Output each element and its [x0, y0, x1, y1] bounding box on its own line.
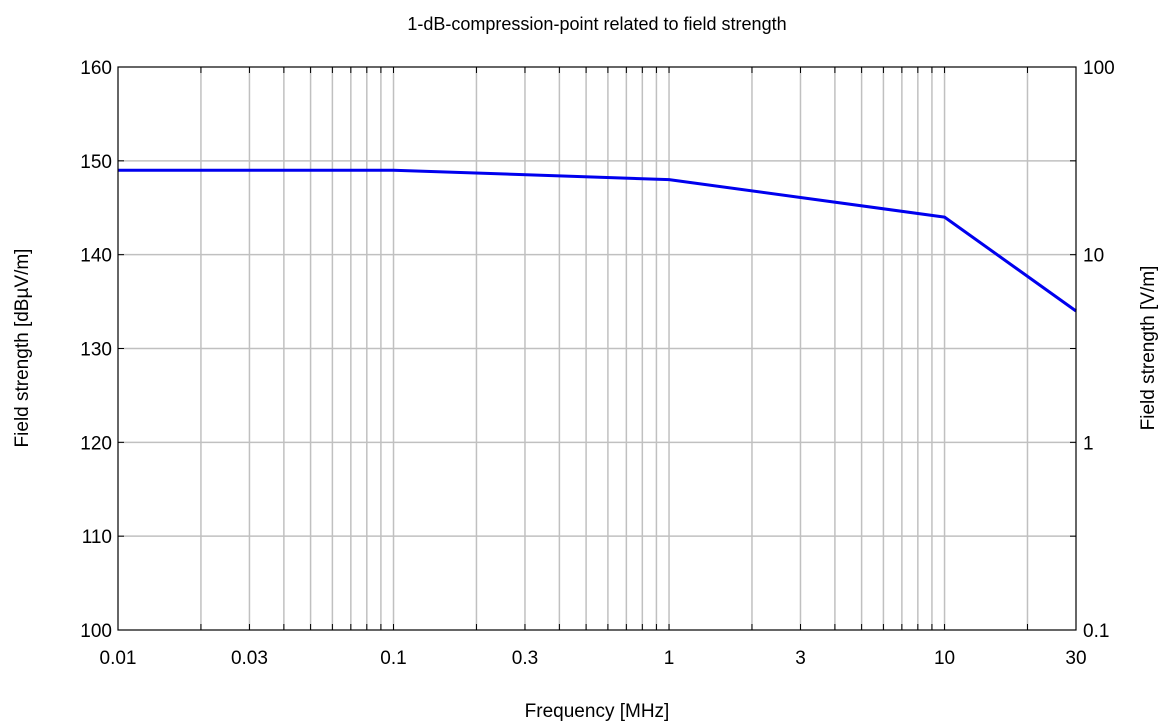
x-tick-label: 30 [1065, 648, 1086, 669]
plot-frame [117, 66, 1077, 631]
series-line [118, 168, 1077, 313]
y2-tick-label: 10 [1083, 246, 1104, 267]
y2-tick-label: 100 [1083, 58, 1115, 79]
tick-labels: 0.01 0.03 0.1 0.3 1 3 10 3010011012013014015016… [80, 58, 1114, 669]
series-layer [118, 168, 1077, 313]
y2-tick-label: 1 [1083, 433, 1094, 454]
y-tick-label: 120 [80, 433, 112, 454]
y-tick-label: 140 [80, 246, 112, 267]
y2-tick-label: 0.1 [1083, 621, 1109, 642]
grid [118, 67, 1076, 630]
x-tick-label: 1 [664, 648, 675, 669]
x-tick-label: 0.3 [512, 648, 538, 669]
y2-axis-label: Field strength [V/m] [1138, 266, 1159, 431]
x-tick-label: 0.03 [231, 648, 268, 669]
chart-title: 1-dB-compression-point related to field … [407, 14, 786, 34]
x-tick-label: 0.1 [380, 648, 406, 669]
y-tick-label: 110 [82, 527, 112, 548]
y-tick-label: 100 [80, 621, 112, 642]
x-tick-label: 10 [934, 648, 955, 669]
y-tick-label: 160 [80, 58, 112, 79]
y-tick-label: 150 [80, 152, 112, 173]
x-tick-label: 0.01 [100, 648, 137, 669]
x-axis-label: Frequency [MHz] [525, 701, 670, 722]
x-tick-label: 3 [795, 648, 806, 669]
y-tick-label: 130 [80, 340, 112, 361]
y-axis-label: Field strength [dBµV/m] [12, 249, 33, 448]
